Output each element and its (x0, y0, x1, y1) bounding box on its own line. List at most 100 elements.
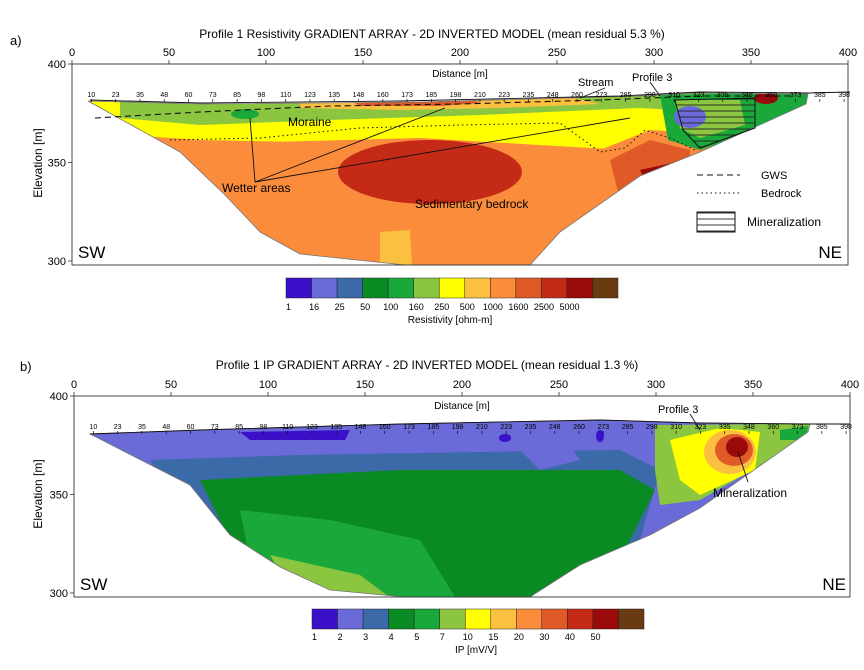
colorbar-swatch (490, 277, 517, 299)
panel-b-electrodes: 10 23 35 48 60 73 85 98 110 123 135 148 160 173 185 198… (90, 424, 852, 434)
electrode-label: 148 (355, 424, 367, 431)
colorbar-swatch (336, 277, 363, 299)
panel-a-mineralization-box (674, 97, 756, 149)
electrode-label: 335 (717, 92, 729, 99)
panel-a-bedrock-line (169, 122, 696, 153)
electrode-label: 285 (620, 92, 632, 99)
colorbar-swatch (592, 608, 619, 630)
electrode-label: 173 (403, 424, 415, 431)
electrode-label: 185 (425, 92, 437, 99)
electrode-label: 23 (114, 424, 122, 431)
panel-a-bedrock-zone-label: Sedimentary bedrock (415, 197, 529, 211)
electrode-label: 360 (765, 92, 777, 99)
x-tick-label: 250 (550, 379, 568, 391)
panel-a-left-corner: SW (78, 243, 105, 262)
y-tick-label: 300 (50, 588, 68, 600)
panel-a-xlabel: Distance [m] (432, 69, 488, 80)
electrode-label: 273 (595, 92, 607, 99)
panel-a-right-corner: NE (818, 243, 842, 262)
colorbar-tick-label: 3 (363, 632, 368, 642)
electrode-label: 110 (280, 92, 291, 99)
colorbar-swatch (566, 277, 593, 299)
panel-b-label: b) (20, 359, 32, 374)
electrode-label: 148 (353, 92, 365, 99)
x-tick-label: 400 (839, 47, 857, 59)
x-tick-label: 0 (71, 379, 77, 391)
electrode-label: 123 (306, 424, 318, 431)
x-tick-label: 150 (356, 379, 374, 391)
panel-b-profile3-label: Profile 3 (658, 404, 698, 416)
y-tick-label: 350 (48, 158, 66, 170)
electrode-label: 385 (816, 424, 828, 431)
electrode-label: 198 (452, 424, 464, 431)
colorbar-swatch (515, 277, 542, 299)
colorbar-tick-label: 100 (383, 302, 398, 312)
colorbar-tick-label: 1600 (508, 302, 528, 312)
panel-b-colorbar: 1 2 3 4 5 7 10 15 20 30 40 50 (311, 608, 645, 642)
electrode-label: 348 (743, 424, 755, 431)
electrode-label: 235 (523, 92, 535, 99)
panel-a-title: Profile 1 Resistivity GRADIENT ARRAY - 2… (199, 27, 664, 41)
electrode-label: 160 (379, 424, 391, 431)
electrode-label: 60 (187, 424, 195, 431)
electrode-label: 373 (790, 92, 802, 99)
y-tick-label: 400 (48, 59, 66, 71)
colorbar-swatch (567, 608, 594, 630)
electrode-label: 323 (695, 424, 707, 431)
colorbar-tick-label: 4 (389, 632, 394, 642)
electrode-label: 260 (571, 92, 583, 99)
panel-a-pointers (249, 81, 661, 183)
colorbar-swatch (387, 277, 414, 299)
electrode-label: 385 (814, 92, 826, 99)
panel-a-electrodes: 10 23 35 48 60 73 85 98 110 123 135 148 160 173 185 198… (88, 92, 850, 102)
electrode-label: 10 (88, 92, 96, 99)
x-tick-label: 300 (645, 47, 663, 59)
electrode-label: 48 (162, 424, 170, 431)
panel-a-moraine-label: Moraine (288, 115, 332, 129)
electrode-label: 110 (282, 424, 293, 431)
electrode-label: 223 (500, 424, 512, 431)
panel-b-topography (89, 419, 850, 435)
colorbar-swatch (413, 608, 440, 630)
colorbar-swatch (413, 277, 440, 299)
panel-b-section (90, 420, 810, 597)
colorbar-tick-label: 10 (463, 632, 473, 642)
x-tick-label: 400 (841, 379, 859, 391)
y-tick-label: 350 (50, 490, 68, 502)
panel-b-right-corner: NE (822, 575, 846, 594)
colorbar-tick-label: 1000 (483, 302, 503, 312)
colorbar-swatch (516, 608, 543, 630)
panel-a-colorbar: 1 16 25 50 100 160 250 500 1000 1600 2500 5000 (285, 277, 619, 312)
panel-b-mineralization-label: Mineralization (713, 486, 787, 500)
electrode-label: 398 (838, 92, 850, 99)
colorbar-tick-label: 2 (338, 632, 343, 642)
colorbar-swatch (362, 277, 389, 299)
electrode-label: 360 (767, 424, 779, 431)
colorbar-swatch (311, 277, 338, 299)
colorbar-swatch (362, 608, 389, 630)
legend-bedrock-label: Bedrock (761, 188, 802, 200)
panel-b-colorbar-title: IP [mV/V] (455, 645, 497, 656)
colorbar-tick-label: 2500 (534, 302, 554, 312)
panel-a-topography (89, 91, 851, 104)
panel-a-label: a) (10, 33, 22, 48)
electrode-label: 85 (235, 424, 243, 431)
electrode-label: 235 (525, 424, 537, 431)
electrode-label: 123 (304, 92, 316, 99)
colorbar-swatch (592, 277, 619, 299)
electrode-label: 348 (741, 92, 753, 99)
colorbar-swatch (311, 608, 338, 630)
colorbar-tick-label: 1 (312, 632, 317, 642)
panel-b-left-corner: SW (80, 575, 107, 594)
electrode-label: 285 (622, 424, 634, 431)
electrode-label: 23 (112, 92, 120, 99)
panel-a: a) Profile 1 Resistivity GRADIENT ARRAY … (10, 27, 857, 326)
x-tick-label: 100 (257, 47, 275, 59)
panel-a-gws-line (94, 95, 790, 119)
x-tick-label: 200 (453, 379, 471, 391)
electrode-label: 85 (233, 92, 241, 99)
colorbar-tick-label: 7 (440, 632, 445, 642)
colorbar-swatch (337, 608, 364, 630)
panel-b-xlabel: Distance [m] (434, 401, 490, 412)
